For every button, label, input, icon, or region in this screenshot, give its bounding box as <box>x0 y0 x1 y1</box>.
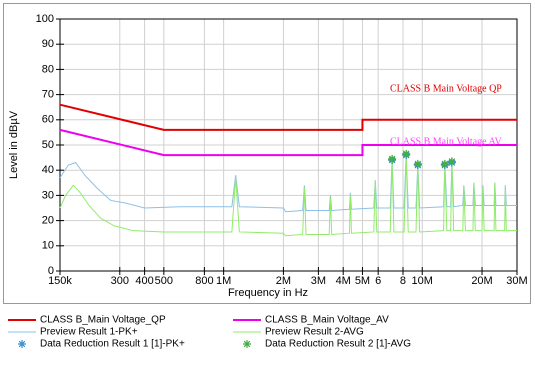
legend-label: Preview Result 1-PK+ <box>40 327 138 338</box>
y-tick-label: 10 <box>42 240 54 252</box>
legend-marker <box>18 340 26 348</box>
x-tick-label: 500 <box>155 275 173 287</box>
y-tick-label: 100 <box>36 13 54 25</box>
x-axis-label: Frequency in Hz <box>228 287 308 299</box>
series-line <box>59 128 517 157</box>
y-tick-label: 30 <box>42 189 54 201</box>
y-tick-label: 20 <box>42 215 54 227</box>
x-tick-label: 3M <box>311 275 326 287</box>
x-tick-label: 5M <box>355 275 370 287</box>
annotation: CLASS B Main Voltage AV <box>390 136 502 147</box>
data-point <box>402 149 411 158</box>
data-point <box>447 157 456 166</box>
data-point <box>388 154 397 163</box>
y-tick-label: 60 <box>42 114 54 126</box>
y-tick-label: 50 <box>42 139 54 151</box>
legend-label: Preview Result 2-AVG <box>265 327 364 338</box>
y-tick-label: 70 <box>42 89 54 101</box>
series-line <box>59 155 517 237</box>
legend: CLASS B_Main Voltage_QP CLASS B_Main Volt… <box>8 315 411 350</box>
x-tick-label: 8 <box>400 275 406 287</box>
y-axis-label: Level in dBµV <box>8 110 20 179</box>
x-tick-label: 4M <box>336 275 351 287</box>
y-tick-label: 90 <box>42 38 54 50</box>
x-tick-label: 1M <box>216 275 231 287</box>
y-tick-label: 40 <box>42 164 54 176</box>
data-point <box>413 159 422 168</box>
legend-marker <box>243 340 251 348</box>
data-point <box>440 159 449 168</box>
x-tick-label: 2M <box>276 275 291 287</box>
y-tick-label: 0 <box>48 265 54 277</box>
legend-label: Data Reduction Result 2 [1]-AVG <box>265 339 411 350</box>
x-tick-label: 400 <box>135 275 153 287</box>
x-tick-label: 300 <box>111 275 129 287</box>
series-line <box>59 103 517 131</box>
x-tick-label: 20M <box>471 275 492 287</box>
y-tick-label: 80 <box>42 63 54 75</box>
series-line <box>59 155 517 213</box>
x-tick-label: 10M <box>412 275 433 287</box>
legend-label: CLASS B_Main Voltage_AV <box>265 315 389 326</box>
x-tick-label: 150k <box>48 275 72 287</box>
x-tick-label: 800 <box>195 275 213 287</box>
legend-label: CLASS B_Main Voltage_QP <box>40 315 166 326</box>
legend-label: Data Reduction Result 1 [1]-PK+ <box>40 339 185 350</box>
chart-frame <box>3 3 531 304</box>
annotation: CLASS B Main Voltage QP <box>390 83 502 94</box>
x-tick-label: 6 <box>375 275 381 287</box>
x-tick-label: 30M <box>506 275 527 287</box>
